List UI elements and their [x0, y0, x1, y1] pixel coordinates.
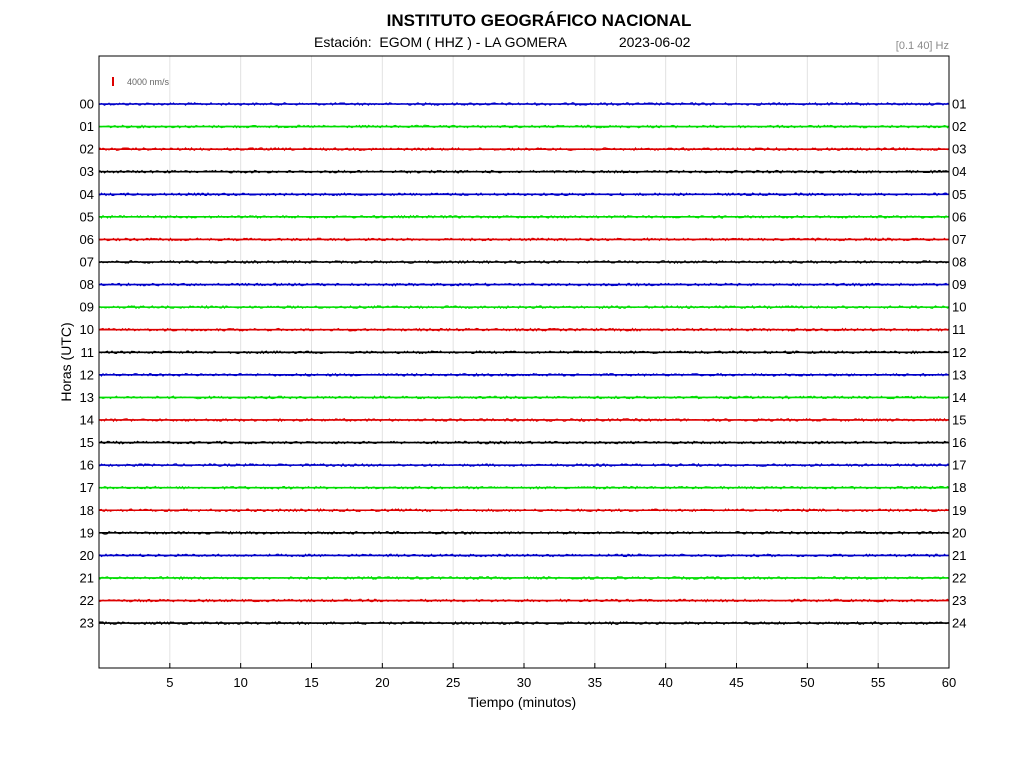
right-hour-label: 21 [952, 548, 966, 563]
right-hour-label: 08 [952, 254, 966, 269]
chart-title: INSTITUTO GEOGRÁFICO NACIONAL [386, 11, 692, 30]
x-tick-label: 5 [166, 675, 173, 690]
left-hour-label: 21 [80, 570, 94, 585]
x-axis-title: Tiempo (minutos) [468, 694, 576, 710]
left-hour-label: 00 [80, 97, 94, 112]
right-hour-label: 06 [952, 209, 966, 224]
left-hour-label: 15 [80, 435, 94, 450]
left-hour-label: 10 [80, 322, 94, 337]
right-hour-label: 18 [952, 480, 966, 495]
right-hour-label: 11 [952, 322, 966, 337]
right-hour-label: 05 [952, 187, 966, 202]
left-hour-label: 08 [80, 277, 94, 292]
record-date: 2023-06-02 [618, 34, 691, 50]
left-hour-label: 14 [80, 412, 94, 427]
left-hour-label: 17 [80, 480, 94, 495]
right-hour-label: 14 [952, 390, 966, 405]
right-hour-label: 22 [952, 570, 966, 585]
seismic-traces [98, 101, 950, 626]
left-hour-label: 20 [80, 548, 94, 563]
left-hour-label: 16 [80, 458, 94, 473]
x-tick-label: 35 [588, 675, 602, 690]
right-hour-labels: 01 02 03 04 05 06 07 08 09 10 11 12 13 14 15 16 17 18 19 20… [952, 97, 966, 631]
left-hour-label: 13 [80, 390, 94, 405]
right-hour-label: 24 [952, 616, 966, 631]
right-hour-label: 17 [952, 458, 966, 473]
right-hour-label: 02 [952, 119, 966, 134]
x-tick-label: 25 [446, 675, 460, 690]
x-tick-label: 15 [304, 675, 318, 690]
right-hour-label: 16 [952, 435, 966, 450]
left-hour-label: 05 [80, 209, 94, 224]
left-hour-labels: 00 01 02 03 04 05 06 07 08 09 10 11 12 13 14 15 16 17 18 19… [80, 97, 94, 631]
left-hour-label: 09 [80, 300, 94, 315]
right-hour-label: 20 [952, 525, 966, 540]
x-tick-label: 30 [517, 675, 531, 690]
left-hour-label: 04 [80, 187, 94, 202]
right-hour-label: 07 [952, 232, 966, 247]
x-tick-label: 10 [233, 675, 247, 690]
station-label: Estación: EGOM ( HHZ ) - LA GOMERA [314, 34, 567, 50]
station-info: Estación: EGOM ( HHZ ) - LA GOMERA 2023-0… [314, 34, 690, 50]
right-hour-label: 23 [952, 593, 966, 608]
left-hour-label: 02 [80, 142, 94, 157]
left-hour-label: 22 [80, 593, 94, 608]
left-hour-label: 18 [80, 503, 94, 518]
left-hour-label: 11 [81, 345, 95, 360]
scale-label: 4000 nm/s [127, 77, 170, 87]
x-tick-label: 45 [729, 675, 743, 690]
right-hour-label: 10 [952, 300, 966, 315]
x-tick-label: 55 [871, 675, 885, 690]
left-hour-label: 23 [80, 616, 94, 631]
scale-bar: 4000 nm/s [112, 77, 170, 87]
left-hour-label: 06 [80, 232, 94, 247]
right-hour-label: 03 [952, 142, 966, 157]
x-tick-label: 40 [658, 675, 672, 690]
right-hour-label: 01 [952, 97, 966, 112]
grid-lines [169, 56, 879, 668]
left-hour-label: 12 [80, 367, 94, 382]
y-axis-title: Horas (UTC) [58, 322, 74, 401]
x-tick-label: 60 [942, 675, 956, 690]
right-hour-label: 19 [952, 503, 966, 518]
left-hour-label: 07 [80, 254, 94, 269]
right-hour-label: 09 [952, 277, 966, 292]
x-axis-ticks: 5 10 15 20 25 30 35 40 45 50 55 60 [166, 663, 956, 690]
right-hour-label: 13 [952, 367, 966, 382]
left-hour-label: 01 [80, 119, 94, 134]
x-tick-label: 20 [375, 675, 389, 690]
right-hour-label: 04 [952, 164, 966, 179]
right-hour-label: 15 [952, 412, 966, 427]
filter-band: [0.1 40] Hz [895, 40, 949, 52]
left-hour-label: 03 [80, 164, 94, 179]
left-hour-label: 19 [80, 525, 94, 540]
right-hour-label: 12 [952, 345, 966, 360]
x-tick-label: 50 [800, 675, 814, 690]
